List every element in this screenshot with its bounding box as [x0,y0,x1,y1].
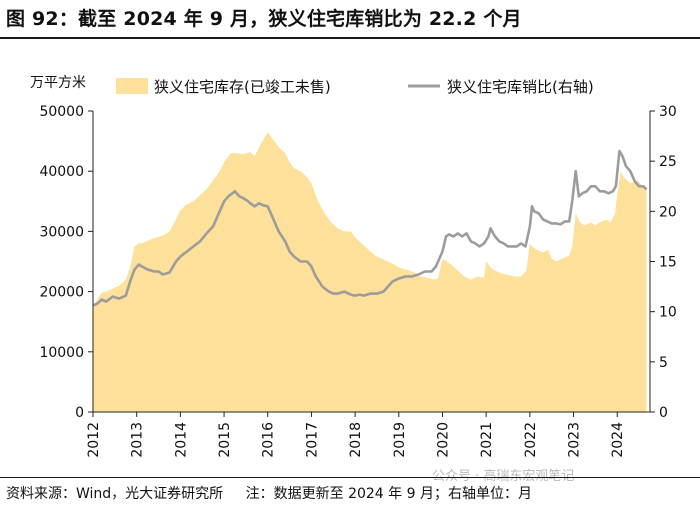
y-left-tick-label: 40000 [39,164,84,180]
y-right-tick-label: 10 [659,305,677,321]
legend-swatch-area [116,78,148,94]
y-left-tick-label: 30000 [39,224,84,240]
axes-layer: 0 10000 20000 30000 40000 50000 0 5 10 15 20 25 30 20… [39,104,676,458]
x-tick-label: 2021 [479,422,495,458]
y-right-tick-label: 25 [659,154,677,170]
y-left-tick-label: 50000 [39,104,84,120]
legend: 狭义住宅库存(已竣工未售) 狭义住宅库销比(右轴) [116,78,594,96]
y-right-tick-label: 0 [659,405,668,421]
y-left-tick-label: 10000 [39,345,84,361]
x-tick-label: 2013 [130,422,146,458]
x-tick-label: 2014 [173,422,189,458]
area-layer [93,132,647,412]
footer-note: 注：数据更新至 2024 年 9 月；右轴单位：月 [245,486,532,502]
y-right-tick-label: 20 [659,204,677,220]
page-title: 图 92：截至 2024 年 9 月，狭义住宅库销比为 22.2 个月 [6,8,522,30]
x-tick-label: 2023 [567,422,583,458]
footer-source: 资料来源：Wind，光大证券研究所 [6,486,224,502]
watermark: 公众号 · 高瑞东宏观笔记 [432,469,575,484]
x-tick-label: 2016 [261,422,277,458]
footer: 资料来源：Wind，光大证券研究所 注：数据更新至 2024 年 9 月；右轴单… [6,483,550,503]
y-axis-left-label: 万平方米 [30,75,86,91]
x-tick-label: 2020 [435,422,451,458]
x-tick-label: 2022 [523,422,539,458]
y-left-tick-label: 0 [75,405,84,421]
x-tick-label: 2024 [610,422,626,458]
x-tick-label: 2018 [348,422,364,458]
chart: 0 10000 20000 30000 40000 50000 0 5 10 15 20 25 30 20… [30,75,677,458]
line-layer [92,149,648,307]
y-right-tick-label: 15 [659,255,677,271]
legend-label-area: 狭义住宅库存(已竣工未售) [154,78,331,96]
y-right-tick-label: 5 [659,355,668,371]
ratio-line [92,149,648,307]
x-tick-label: 2012 [86,422,102,458]
legend-label-line: 狭义住宅库销比(右轴) [447,78,594,96]
x-tick-label: 2017 [304,422,320,458]
inventory-area [93,132,647,412]
title-divider [0,37,700,39]
y-left-tick-label: 20000 [39,285,84,301]
footer-divider [0,477,700,478]
x-tick-label: 2015 [217,422,233,458]
x-tick-label: 2019 [392,422,408,458]
y-right-tick-label: 30 [659,104,677,120]
